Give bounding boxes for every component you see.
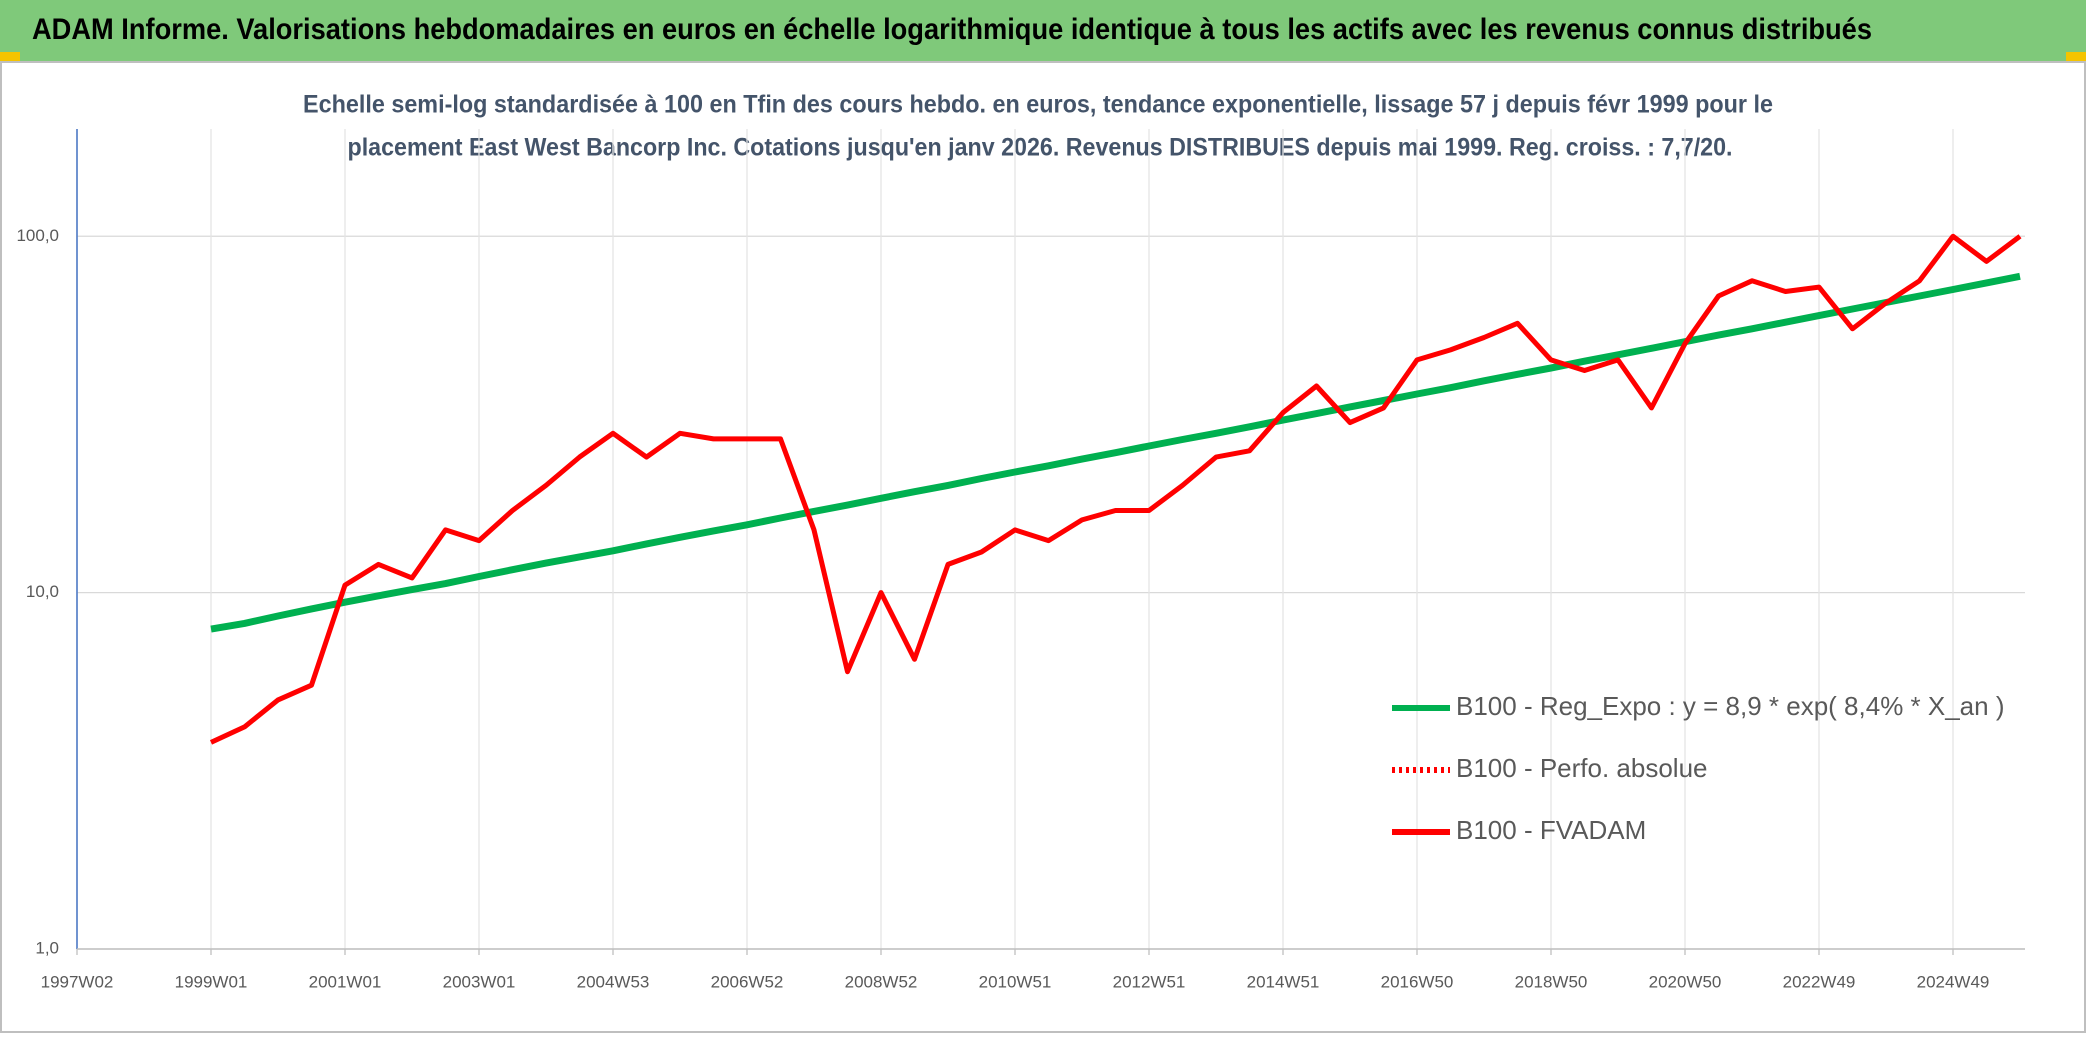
- y-tick-label: 1,0: [35, 938, 59, 957]
- x-tick-label: 2010W51: [979, 972, 1052, 991]
- x-tick-label: 2001W01: [309, 972, 382, 991]
- series-line: [210, 272, 2021, 633]
- page-title: ADAM Informe. Valorisations hebdomadaire…: [32, 13, 1872, 46]
- x-tick-label: 2008W52: [845, 972, 918, 991]
- series-line: [209, 233, 2022, 745]
- y-tick-label: 10,0: [26, 582, 59, 601]
- x-tick-label: 1999W01: [175, 972, 248, 991]
- x-tick-label: 2020W50: [1649, 972, 1722, 991]
- chart-subtitle: Echelle semi-log standardisée à 100 en T…: [303, 91, 1773, 119]
- x-tick-label: 2003W01: [443, 972, 516, 991]
- header-band: [0, 0, 2086, 62]
- legend-label: B100 - FVADAM: [1456, 815, 1646, 845]
- corner-mark: [2066, 52, 2086, 62]
- frame: [0, 61, 2086, 1033]
- legend-label: B100 - Reg_Expo : y = 8,9 * exp( 8,4% * …: [1456, 691, 2005, 721]
- y-tick-label: 100,0: [16, 226, 59, 245]
- x-tick-label: 2012W51: [1113, 972, 1186, 991]
- x-tick-label: 2024W49: [1917, 972, 1990, 991]
- x-tick-label: 2004W53: [577, 972, 650, 991]
- corner-mark: [0, 52, 20, 62]
- x-tick-label: 2006W52: [711, 972, 784, 991]
- x-tick-label: 2018W50: [1515, 972, 1588, 991]
- x-tick-label: 1997W02: [41, 972, 114, 991]
- x-tick-label: 2022W49: [1783, 972, 1856, 991]
- legend-label: B100 - Perfo. absolue: [1456, 753, 1708, 783]
- x-tick-label: 2016W50: [1381, 972, 1454, 991]
- x-tick-label: 2014W51: [1247, 972, 1320, 991]
- chart-subtitle: placement East West Bancorp Inc. Cotatio…: [348, 134, 1733, 162]
